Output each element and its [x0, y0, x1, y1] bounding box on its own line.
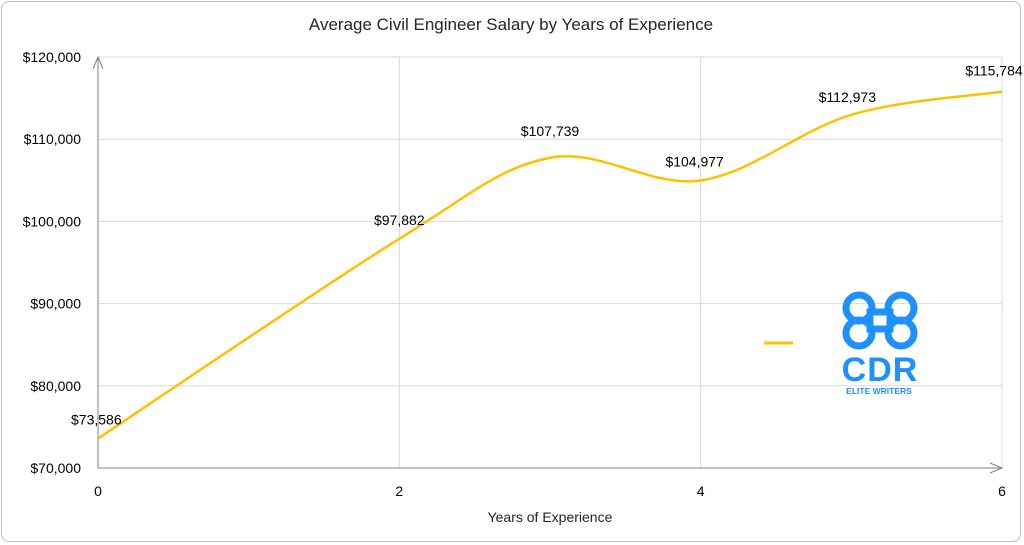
y-tick-label: $90,000 [30, 296, 81, 312]
axes-layer [92, 55, 1004, 474]
y-tick-label: $120,000 [23, 49, 82, 65]
chart-title: Average Civil Engineer Salary by Years o… [309, 15, 713, 34]
logo-subtext: ELITE WRITERS [846, 386, 912, 396]
x-tick-label: 2 [395, 483, 403, 499]
series-line [97, 90, 1003, 440]
data-label: $112,973 [819, 89, 877, 105]
data-label: $97,882 [374, 212, 425, 228]
y-tick-label: $80,000 [30, 378, 81, 394]
command-key-icon: CDR ELITE WRITERS [842, 291, 919, 396]
logo-text: CDR [842, 351, 919, 389]
y-axis-arrow [92, 55, 104, 70]
data-label: $73,586 [71, 412, 122, 428]
y-tick-label: $100,000 [23, 213, 82, 229]
x-axis-label: Years of Experience [488, 509, 613, 525]
data-label: $104,977 [665, 153, 724, 169]
y-tick-label: $110,000 [24, 131, 82, 147]
labels-layer: $73,586 $97,882 $107,739 $104,977 $112,973 $1… [71, 63, 1023, 428]
x-tick-label: 0 [94, 483, 102, 499]
data-label: $107,739 [521, 123, 580, 139]
x-tick-label: 4 [697, 483, 705, 499]
x-axis-arrow [989, 462, 1004, 474]
x-tick-label: 6 [998, 483, 1006, 499]
y-tick-label: $70,000 [30, 460, 81, 476]
brand-logo: CDR ELITE WRITERS [830, 288, 930, 398]
grid-layer [98, 56, 1003, 468]
ticks-layer: $70,000 $80,000 $90,000 $100,000 $110,000 $12… [23, 49, 1007, 499]
data-label: $115,784 [965, 63, 1023, 79]
series-layer [97, 90, 1003, 440]
